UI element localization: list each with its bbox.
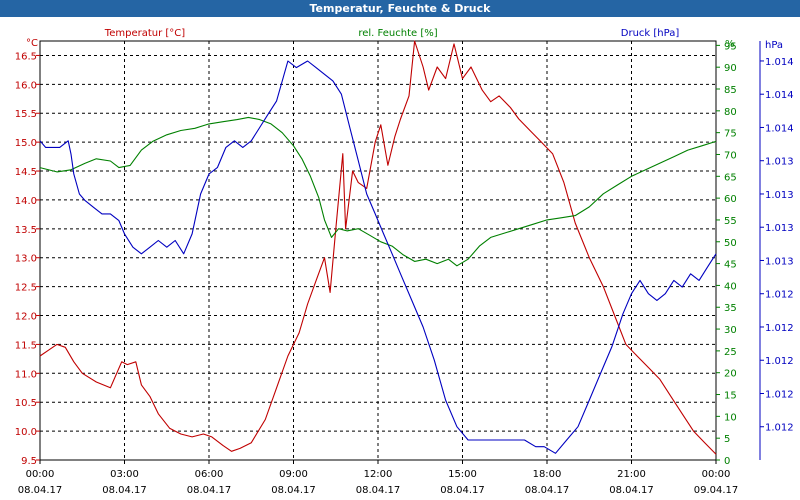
date-tick-label: 08.04.17	[609, 485, 654, 496]
humidity-tick-label: 10	[724, 412, 737, 423]
time-tick-label: 12:00	[364, 469, 393, 480]
pressure-tick-label: 1.013	[765, 256, 794, 267]
time-tick-label: 00:00	[702, 469, 731, 480]
temperature-tick-label: 15.5	[15, 109, 37, 120]
humidity-tick-label: 30	[724, 325, 737, 336]
time-tick-label: 15:00	[448, 469, 477, 480]
pressure-tick-label: 1.013	[765, 223, 794, 234]
legend-temperature: Temperatur [°C]	[104, 28, 185, 39]
humidity-tick-label: 5	[724, 434, 730, 445]
time-axis: 00:00 08.04.17 03:00 08.04.17 06:00 08.04.17 0…	[18, 460, 739, 496]
humidity-tick-label: 95	[724, 41, 737, 52]
pressure-tick-label: 1.013	[765, 190, 794, 201]
temperature-tick-label: 16.5	[15, 51, 37, 62]
humidity-tick-label: 40	[724, 281, 737, 292]
date-tick-label: 08.04.17	[525, 485, 570, 496]
humidity-unit-label: %	[725, 39, 735, 50]
humidity-tick-label: 70	[724, 150, 737, 161]
pressure-tick-label: 1.012	[765, 389, 794, 400]
temperature-tick-label: 10.5	[15, 398, 37, 409]
temperature-tick-label: 9.5	[21, 456, 37, 467]
humidity-tick-label: 15	[724, 391, 737, 402]
temperature-tick-label: 13.0	[15, 254, 37, 265]
temperature-axis: 9.5 10.0 10.5 11.0 11.5 12.0 12.5 13.0 13.5 14.0 1…	[15, 38, 40, 467]
date-tick-label: 08.04.17	[356, 485, 401, 496]
time-tick-label: 18:00	[533, 469, 562, 480]
humidity-tick-label: 45	[724, 260, 737, 271]
humidity-tick-label: 50	[724, 238, 737, 249]
line-chart: 9.5 10.0 10.5 11.0 11.5 12.0 12.5 13.0 13.5 14.0 1…	[15, 28, 794, 496]
temperature-tick-label: 16.0	[15, 80, 37, 91]
temperature-series-line	[39, 40, 717, 455]
pressure-tick-label: 1.012	[765, 323, 794, 334]
humidity-series-line	[39, 116, 717, 267]
temperature-unit-label: °C	[26, 38, 38, 49]
legend-pressure: Druck [hPa]	[621, 28, 680, 39]
humidity-tick-label: 20	[724, 369, 737, 380]
humidity-tick-label: 80	[724, 107, 737, 118]
legend-humidity: rel. Feuchte [%]	[358, 28, 437, 39]
pressure-tick-label: 1.014	[765, 90, 794, 101]
pressure-tick-label: 1.014	[765, 57, 794, 68]
humidity-tick-label: 35	[724, 303, 737, 314]
pressure-tick-label: 1.014	[765, 123, 794, 134]
pressure-series-line	[39, 60, 717, 454]
temperature-tick-label: 13.5	[15, 225, 37, 236]
pressure-unit-label: hPa	[765, 40, 783, 51]
temperature-tick-label: 11.5	[15, 340, 37, 351]
time-tick-label: 09:00	[279, 469, 308, 480]
temperature-tick-label: 14.0	[15, 196, 37, 207]
date-tick-label: 08.04.17	[18, 485, 63, 496]
date-tick-label: 08.04.17	[187, 485, 232, 496]
window-title: Temperatur, Feuchte & Druck	[309, 2, 491, 15]
temperature-tick-label: 14.5	[15, 167, 37, 178]
temperature-tick-label: 12.5	[15, 283, 37, 294]
date-tick-label: 08.04.17	[271, 485, 316, 496]
humidity-tick-label: 0	[724, 456, 730, 467]
date-tick-label: 09.04.17	[694, 485, 739, 496]
temperature-tick-label: 12.0	[15, 312, 37, 323]
time-tick-label: 00:00	[26, 469, 55, 480]
pressure-tick-label: 1.012	[765, 356, 794, 367]
chart-series-layer	[39, 40, 717, 455]
humidity-tick-label: 25	[724, 347, 737, 358]
humidity-tick-label: 60	[724, 194, 737, 205]
chart-grid	[39, 41, 717, 461]
window-title-bar: Temperatur, Feuchte & Druck	[0, 0, 800, 17]
humidity-tick-label: 90	[724, 63, 737, 74]
humidity-tick-label: 55	[724, 216, 737, 227]
temperature-tick-label: 15.0	[15, 138, 37, 149]
humidity-tick-label: 65	[724, 172, 737, 183]
time-tick-label: 06:00	[195, 469, 224, 480]
humidity-axis: 0 5 10 15 20 25 30 35 40 45 50 55 60 65 70 75 80 85 90 95%	[716, 39, 737, 467]
pressure-tick-label: 1.013	[765, 157, 794, 168]
pressure-tick-label: 1.012	[765, 290, 794, 301]
time-tick-label: 21:00	[617, 469, 646, 480]
temperature-tick-label: 10.0	[15, 427, 37, 438]
humidity-tick-label: 85	[724, 85, 737, 96]
date-tick-label: 08.04.17	[440, 485, 485, 496]
time-tick-label: 03:00	[110, 469, 139, 480]
chart-legend: Temperatur [°C] rel. Feuchte [%] Druck [hP…	[104, 28, 680, 39]
date-tick-label: 08.04.17	[102, 485, 147, 496]
humidity-tick-label: 75	[724, 129, 737, 140]
temperature-tick-label: 11.0	[15, 369, 37, 380]
pressure-axis: 1.012 1.012 1.012 1.012 1.012 1.013 1.013 1.013…	[759, 40, 794, 460]
pressure-tick-label: 1.012	[765, 423, 794, 434]
